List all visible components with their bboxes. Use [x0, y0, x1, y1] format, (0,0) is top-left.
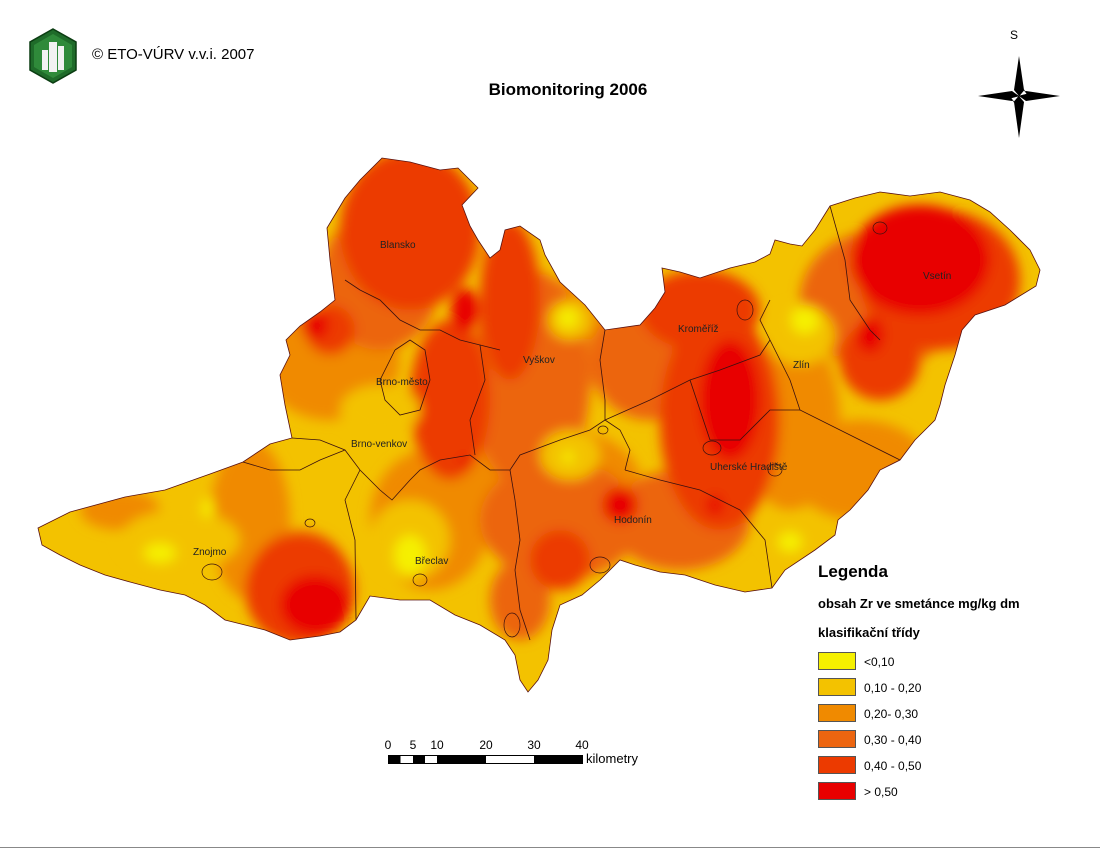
legend-label: 0,20- 0,30 [864, 707, 919, 721]
scale-tick-label: 20 [479, 738, 493, 752]
place-hodonin: Hodonín [614, 515, 652, 526]
place-vsetin: Vsetín [923, 271, 952, 282]
place-zlin: Zlín [793, 360, 810, 371]
place-blansko: Blansko [380, 240, 416, 251]
scale-tick-label: 0 [384, 738, 392, 752]
scale-bar-graphic [388, 755, 583, 764]
legend-swatch [818, 678, 856, 696]
legend-label: <0,10 [864, 655, 895, 669]
legend-item: 0,30 - 0,40 [818, 730, 1098, 756]
legend-item: 0,20- 0,30 [818, 704, 1098, 730]
compass-rose-icon [978, 56, 1060, 138]
map-title: Biomonitoring 2006 [488, 80, 648, 99]
legend-item: 0,10 - 0,20 [818, 678, 1098, 704]
scale-bar: 0 5 10 20 30 40 [384, 738, 688, 778]
legend-subtitle: obsah Zr ve smetánce mg/kg dm [818, 596, 1020, 611]
place-brno-venkov: Brno-venkov [351, 439, 408, 450]
legend-items: <0,10 0,10 - 0,20 0,20- 0,30 0,30 - 0,40… [818, 652, 1098, 808]
scale-tick-label: 10 [430, 738, 444, 752]
legend-swatch [818, 652, 856, 670]
legend-swatch [818, 730, 856, 748]
scale-tick-label: 5 [409, 738, 417, 752]
place-kromeriz: Kroměříž [678, 324, 719, 335]
legend-item: <0,10 [818, 652, 1098, 678]
legend-swatch [818, 756, 856, 774]
legend-item: 0,40 - 0,50 [818, 756, 1098, 782]
place-uherske-hradiste: Uherské Hradiště [710, 462, 788, 473]
legend-label: 0,30 - 0,40 [864, 733, 922, 747]
bottom-divider [0, 847, 1100, 848]
legend-swatch [818, 704, 856, 722]
scale-tick-label: 30 [527, 738, 541, 752]
legend-swatch [818, 782, 856, 800]
legend-title: Legenda [818, 562, 888, 581]
legend: Legenda obsah Zr ve smetánce mg/kg dm kl… [818, 562, 1098, 808]
legend-label: 0,40 - 0,50 [864, 759, 922, 773]
place-brno-mesto: Brno-město [376, 377, 428, 388]
legend-item: > 0,50 [818, 782, 1098, 808]
copyright-text: © ETO-VÚRV v.v.i. 2007 [92, 46, 255, 63]
place-znojmo: Znojmo [193, 547, 227, 558]
north-label: S [1010, 28, 1019, 42]
legend-label: > 0,50 [864, 785, 898, 799]
scale-tick-label: 40 [575, 738, 589, 752]
legend-label: 0,10 - 0,20 [864, 681, 922, 695]
place-vyskov: Vyškov [523, 355, 555, 366]
legend-classes-title: klasifikační třídy [818, 625, 920, 640]
institute-logo [29, 28, 77, 84]
scale-unit: kilometry [586, 751, 639, 766]
place-breclav: Břeclav [415, 556, 449, 567]
